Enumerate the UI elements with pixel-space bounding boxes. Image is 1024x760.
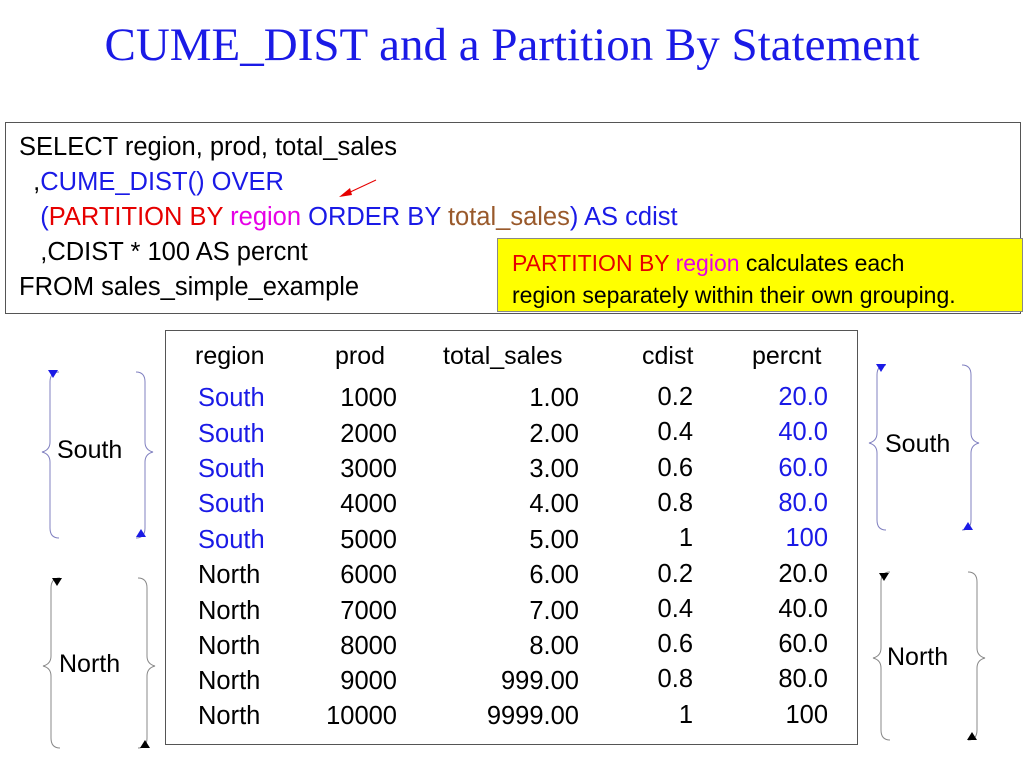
cell-cdist: 0.4 [657,418,693,446]
code-line-cdist: ,CDIST * 100 AS percnt [19,238,308,266]
note-partition-by: PARTITION BY [512,250,676,276]
cell-cdist: 1 [678,524,693,552]
header-total-sales: total_sales [443,342,563,370]
cell-total-sales: 2.00 [529,420,579,448]
right-south-label: South [885,430,951,458]
cell-prod: 6000 [340,561,397,589]
cell-region: South [198,455,265,483]
cell-region: North [198,632,261,660]
cell-percnt: 80.0 [778,489,828,517]
right-north-brace-left [872,571,891,741]
cell-region: South [198,490,265,518]
cell-cdist: 1 [678,701,693,729]
right-north-label: North [887,643,949,671]
code-line-select: SELECT region, prod, total_sales [19,133,397,161]
cell-region: South [198,420,265,448]
note-region: region [675,250,740,276]
code-cume-dist-over: CUME_DIST() OVER [40,168,284,196]
cell-prod: 10000 [326,702,397,730]
cell-percnt: 40.0 [778,418,828,446]
cell-region: North [198,702,261,730]
cell-prod: 5000 [340,526,397,554]
code-close-as-cdist: ) AS cdist [569,203,678,231]
code-open-paren: ( [40,203,49,231]
cell-total-sales: 8.00 [529,632,579,660]
cell-cdist: 0.2 [657,560,693,588]
code-line-partition: (PARTITION BY region ORDER BY total_sale… [19,203,678,232]
right-north-brace-right [967,571,986,741]
cell-total-sales: 4.00 [529,490,579,518]
right-south-arrow-bottom [963,522,973,530]
cell-percnt: 20.0 [778,560,828,588]
cell-region: South [198,384,265,412]
left-north-brace-right [137,577,156,749]
cell-cdist: 0.4 [657,595,693,623]
header-region: region [195,342,265,370]
left-south-brace-right [135,371,154,539]
cell-total-sales: 7.00 [529,597,579,625]
left-south-arrow-bottom [136,529,146,537]
cell-total-sales: 3.00 [529,455,579,483]
cell-total-sales: 9999.00 [486,702,579,730]
left-north-arrow-top [52,578,62,586]
pointer-arrow-head [339,188,352,197]
code-comma: , [19,168,41,196]
left-north-label: North [59,650,121,678]
cell-percnt: 60.0 [778,630,828,658]
left-south-arrow-top [48,370,58,378]
cell-prod: 8000 [340,632,397,660]
code-line-cume-dist: ,CUME_DIST() OVER [19,168,284,197]
cell-percnt: 80.0 [778,665,828,693]
right-north-arrow-top [879,573,889,581]
cell-region: North [198,597,261,625]
code-line-from: FROM sales_simple_example [19,273,360,301]
code-partition-by: PARTITION BY [48,203,231,231]
right-south-brace-right [961,364,980,531]
cell-cdist: 0.2 [657,383,693,411]
cell-cdist: 0.8 [657,489,693,517]
code-order-by: ORDER BY [301,203,448,231]
cell-percnt: 60.0 [778,454,828,482]
cell-region: North [198,561,261,589]
left-south-brace-left [41,371,60,539]
left-north-arrow-bottom [140,740,150,748]
cell-percnt: 20.0 [778,383,828,411]
cell-percnt: 100 [785,701,828,729]
right-south-arrow-top [876,364,886,372]
cell-percnt: 100 [785,524,828,552]
left-south-label: South [57,436,123,464]
note-calculates: calculates each [739,250,905,276]
cell-cdist: 0.6 [657,454,693,482]
code-region: region [230,203,302,231]
right-north-arrow-bottom [967,732,977,740]
header-cdist: cdist [642,342,694,370]
note-line2: region separately within their own group… [512,282,956,308]
annotation-note: PARTITION BY region calculates each regi… [497,238,1023,312]
cell-percnt: 40.0 [778,595,828,623]
cell-prod: 3000 [340,455,397,483]
cell-total-sales: 5.00 [529,526,579,554]
left-north-brace-left [42,577,61,749]
header-prod: prod [335,342,386,370]
cell-cdist: 0.6 [657,630,693,658]
slide-title: CUME_DIST and a Partition By Statement [104,19,920,71]
cell-total-sales: 1.00 [529,384,579,412]
cell-total-sales: 999.00 [501,667,579,695]
cell-total-sales: 6.00 [529,561,579,589]
cell-region: North [198,667,261,695]
cell-region: South [198,526,265,554]
header-percnt: percnt [752,342,822,370]
right-south-brace-left [868,364,887,531]
results-table [165,330,858,745]
cell-prod: 2000 [340,420,397,448]
cell-prod: 4000 [340,490,397,518]
cell-prod: 7000 [340,597,397,625]
code-total-sales: total_sales [447,203,570,231]
cell-prod: 1000 [340,384,397,412]
cell-cdist: 0.8 [657,665,693,693]
cell-prod: 9000 [340,667,397,695]
